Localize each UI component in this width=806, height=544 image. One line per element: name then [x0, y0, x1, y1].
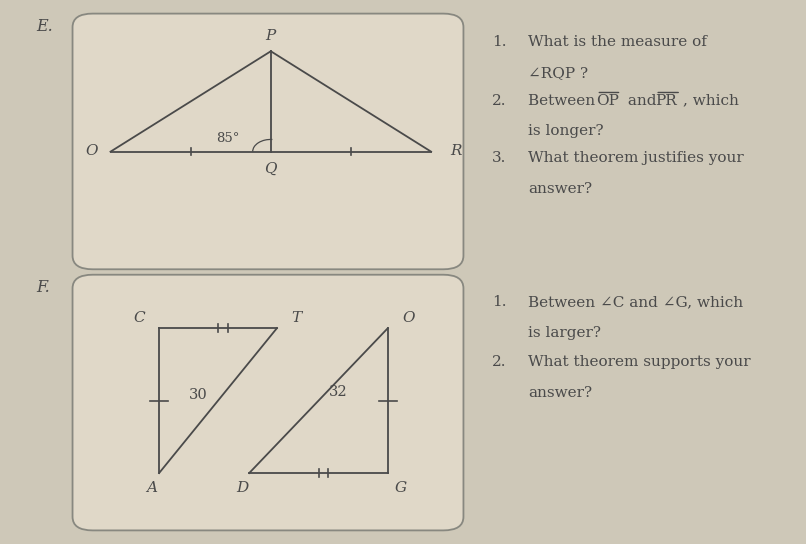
Text: answer?: answer?	[528, 182, 592, 196]
Text: , which: , which	[683, 94, 738, 108]
Text: What theorem justifies your: What theorem justifies your	[528, 151, 744, 165]
FancyBboxPatch shape	[73, 275, 463, 530]
Text: 1.: 1.	[492, 35, 506, 50]
Text: C: C	[133, 311, 144, 325]
Text: T: T	[292, 311, 301, 325]
Text: 30: 30	[189, 388, 207, 402]
Text: ∠RQP ?: ∠RQP ?	[528, 66, 588, 81]
Text: is longer?: is longer?	[528, 124, 604, 138]
Text: E.: E.	[36, 18, 53, 35]
Text: 3.: 3.	[492, 151, 506, 165]
Text: What is the measure of: What is the measure of	[528, 35, 707, 50]
Text: OP: OP	[596, 94, 619, 108]
Text: O: O	[402, 311, 415, 325]
Text: A: A	[147, 481, 157, 495]
Text: PR: PR	[655, 94, 677, 108]
Text: and: and	[623, 94, 662, 108]
Text: 85°: 85°	[216, 132, 239, 145]
Text: P: P	[266, 28, 276, 42]
Text: 2.: 2.	[492, 94, 506, 108]
Text: What theorem supports your: What theorem supports your	[528, 355, 750, 369]
Text: O: O	[85, 144, 98, 158]
Text: is larger?: is larger?	[528, 326, 601, 341]
Text: R: R	[451, 144, 462, 158]
Text: 2.: 2.	[492, 355, 506, 369]
Text: D: D	[236, 481, 248, 495]
Text: Between ∠C and ∠G, which: Between ∠C and ∠G, which	[528, 295, 743, 309]
Text: Between: Between	[528, 94, 600, 108]
Text: F.: F.	[36, 279, 50, 296]
Text: Q: Q	[264, 162, 277, 176]
Text: answer?: answer?	[528, 386, 592, 400]
Text: 1.: 1.	[492, 295, 506, 309]
Text: 32: 32	[330, 386, 348, 399]
Text: G: G	[395, 481, 407, 495]
FancyBboxPatch shape	[73, 14, 463, 269]
